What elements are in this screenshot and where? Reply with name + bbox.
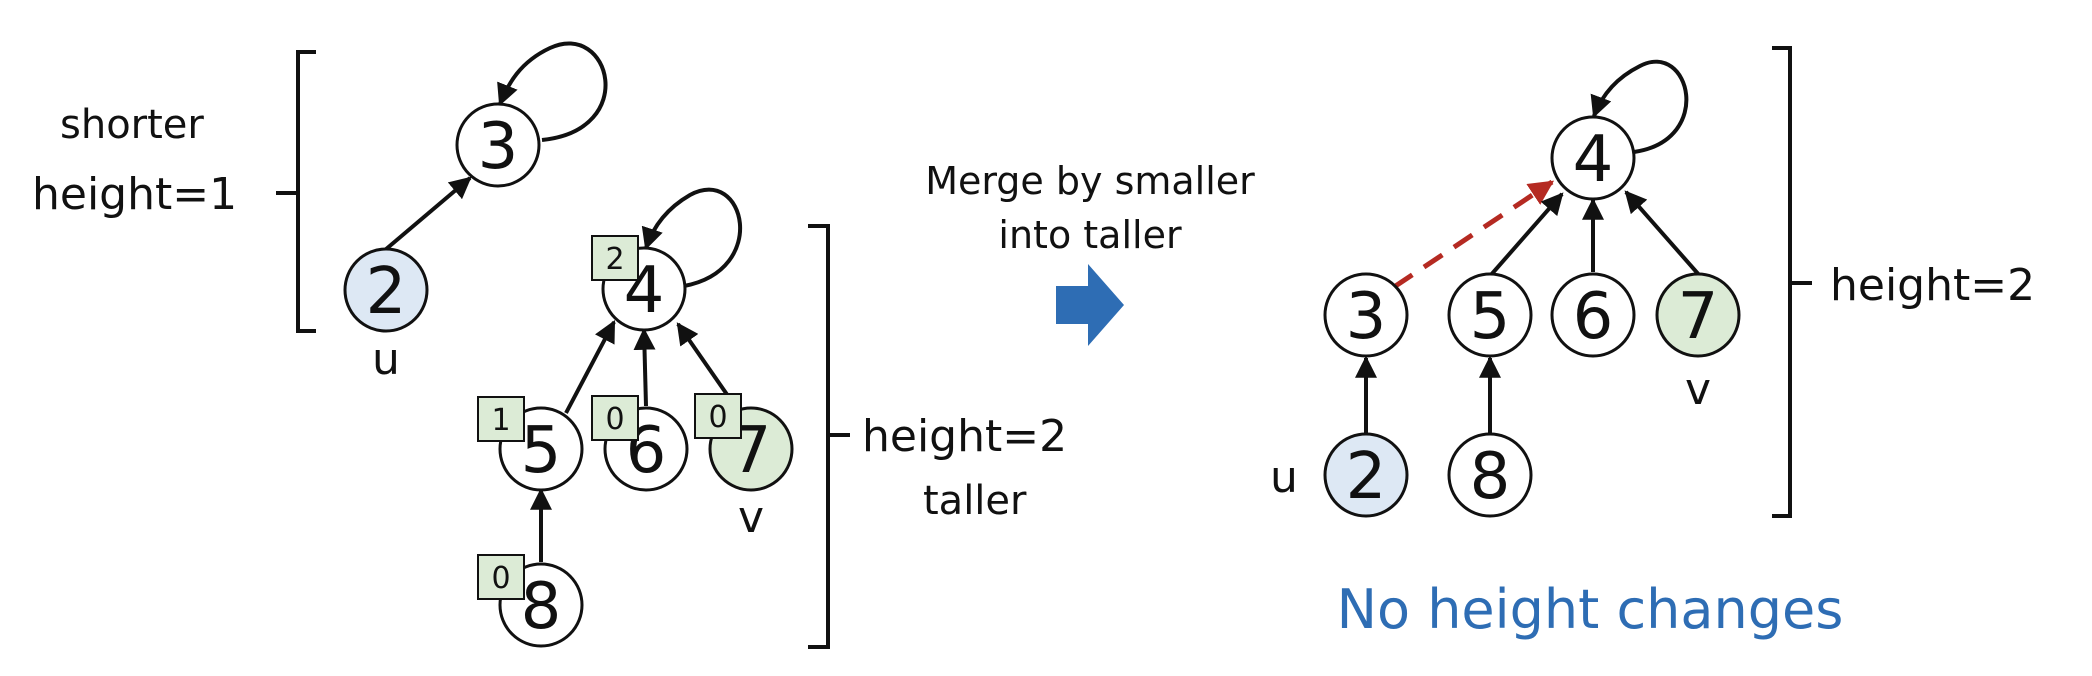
tall-tree: 4 2 5 1 6 0 7 0 v 8 0 [477, 187, 1067, 649]
merge-edge-3-to-4 [1392, 179, 1555, 290]
short-tree-label-top: shorter [60, 102, 204, 148]
merged-edge-7-to-4 [1624, 190, 1702, 278]
rank-6-label: 0 [605, 402, 624, 437]
merged-tree-bracket [1772, 46, 1812, 518]
merged-node-2-u: 2 [1323, 432, 1409, 518]
short-tree: shorter height=1 3 2 u [32, 41, 608, 385]
tall-tree-label-bottom: taller [923, 478, 1027, 524]
rank-box-6 [591, 395, 639, 441]
short-tree-height-label: height=1 [32, 169, 237, 220]
merged-u-variable-label: u [1270, 452, 1298, 503]
rank-4-label: 2 [605, 242, 624, 277]
edge-5-to-4 [564, 320, 616, 414]
merged-node-6: 6 [1550, 272, 1636, 358]
node-4: 4 2 [591, 235, 687, 332]
node-3-self-loop [497, 41, 608, 142]
rank-box-4 [591, 235, 639, 281]
merged-edge-5-to-4 [1488, 192, 1564, 278]
rank-box-8 [477, 554, 525, 600]
node-2-u: 2 [343, 247, 429, 333]
merged-tree: 4 3 5 6 7 v 2 u 8 height=2 No he [1270, 46, 2035, 641]
edge-2-to-3 [383, 176, 472, 252]
merged-node-3: 3 [1323, 272, 1409, 358]
merge-caption-line1: Merge by smaller [925, 159, 1255, 203]
merged-node-4-label: 4 [1573, 123, 1614, 197]
rank-5-label: 1 [491, 403, 510, 438]
node-5-label: 5 [521, 414, 562, 488]
node-2-label: 2 [366, 255, 407, 329]
node-4-self-loop [641, 187, 743, 288]
short-tree-bracket [276, 50, 316, 333]
merged-node-5-label: 5 [1470, 280, 1511, 354]
edge-7-to-4 [676, 322, 737, 408]
merge-caption-line2: into taller [998, 213, 1182, 257]
rank-7-label: 0 [708, 400, 727, 435]
node-3-label: 3 [478, 110, 519, 184]
node-8-label: 8 [521, 570, 562, 644]
edge-6-to-4 [633, 327, 656, 407]
rank-box-7 [694, 393, 742, 439]
node-7-v: 7 0 [694, 393, 794, 492]
merge-step: Merge by smaller into taller [925, 159, 1255, 346]
merged-node-8: 8 [1447, 432, 1533, 518]
merged-node-8-label: 8 [1470, 440, 1511, 514]
merged-node-6-label: 6 [1573, 280, 1614, 354]
merged-node-3-label: 3 [1346, 280, 1387, 354]
merged-node-7-v: 7 [1655, 272, 1741, 358]
tall-tree-bracket [808, 224, 850, 649]
conclusion-text: No height changes [1337, 578, 1844, 641]
node-6: 6 0 [591, 395, 689, 492]
node-8: 8 0 [477, 554, 584, 648]
right-arrow-icon [1056, 264, 1124, 346]
merged-node-2-label: 2 [1346, 440, 1387, 514]
merged-node-4-self-loop [1590, 59, 1689, 154]
u-variable-label: u [372, 334, 400, 385]
node-5: 5 1 [477, 396, 584, 492]
node-3: 3 [455, 102, 541, 188]
rank-8-label: 0 [491, 561, 510, 596]
rank-box-5 [477, 396, 525, 442]
merged-node-7-label: 7 [1678, 280, 1719, 354]
merged-v-variable-label: v [1685, 364, 1711, 415]
v-variable-label: v [738, 492, 764, 543]
merged-node-5: 5 [1447, 272, 1533, 358]
tall-tree-height-label: height=2 [862, 411, 1067, 462]
merged-height-label: height=2 [1830, 260, 2035, 311]
merged-node-4: 4 [1550, 115, 1636, 201]
